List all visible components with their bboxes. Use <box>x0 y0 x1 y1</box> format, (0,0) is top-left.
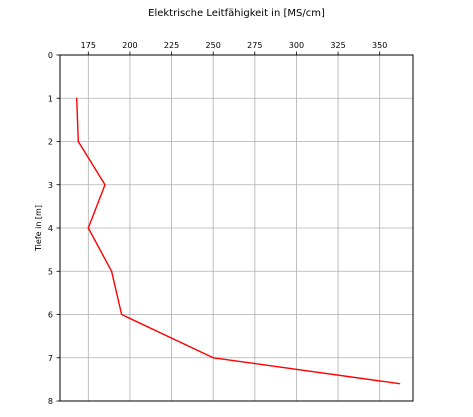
x-tick-label: 175 <box>81 41 96 50</box>
data-point <box>76 97 78 99</box>
chart-title: Elektrische Leitfähigkeit in [MS/cm] <box>148 8 325 19</box>
x-tick-label: 250 <box>206 41 221 50</box>
x-tick-label: 325 <box>330 41 345 50</box>
y-tick-label: 1 <box>48 94 53 103</box>
y-tick-label: 2 <box>48 138 53 147</box>
data-point <box>121 313 123 316</box>
data-point <box>399 383 401 385</box>
data-point <box>111 270 113 272</box>
x-tick-label: 225 <box>164 41 179 50</box>
y-tick-label: 6 <box>48 311 53 320</box>
series-line <box>76 98 400 385</box>
data-point <box>77 140 79 143</box>
y-tick-label: 4 <box>48 224 53 233</box>
data-point <box>212 357 214 359</box>
y-tick-label: 5 <box>48 267 53 276</box>
series-group <box>76 97 401 385</box>
x-axis: 175 200 225 250 275 300 325 350 <box>81 41 387 55</box>
data-point <box>87 227 89 229</box>
y-tick-label: 3 <box>48 181 53 190</box>
x-tick-label: 300 <box>289 41 304 50</box>
y-axis-label: Tiefe in [m] <box>34 205 43 252</box>
y-axis: 0 1 2 3 4 5 6 7 8 <box>48 51 60 406</box>
y-tick-label: 7 <box>48 354 53 363</box>
y-tick-label: 8 <box>48 397 53 406</box>
x-tick-label: 350 <box>372 41 387 50</box>
x-tick-label: 200 <box>122 41 137 50</box>
y-tick-label: 0 <box>48 51 53 60</box>
data-point <box>104 184 106 186</box>
grid <box>60 54 413 402</box>
x-tick-label: 275 <box>247 41 262 50</box>
